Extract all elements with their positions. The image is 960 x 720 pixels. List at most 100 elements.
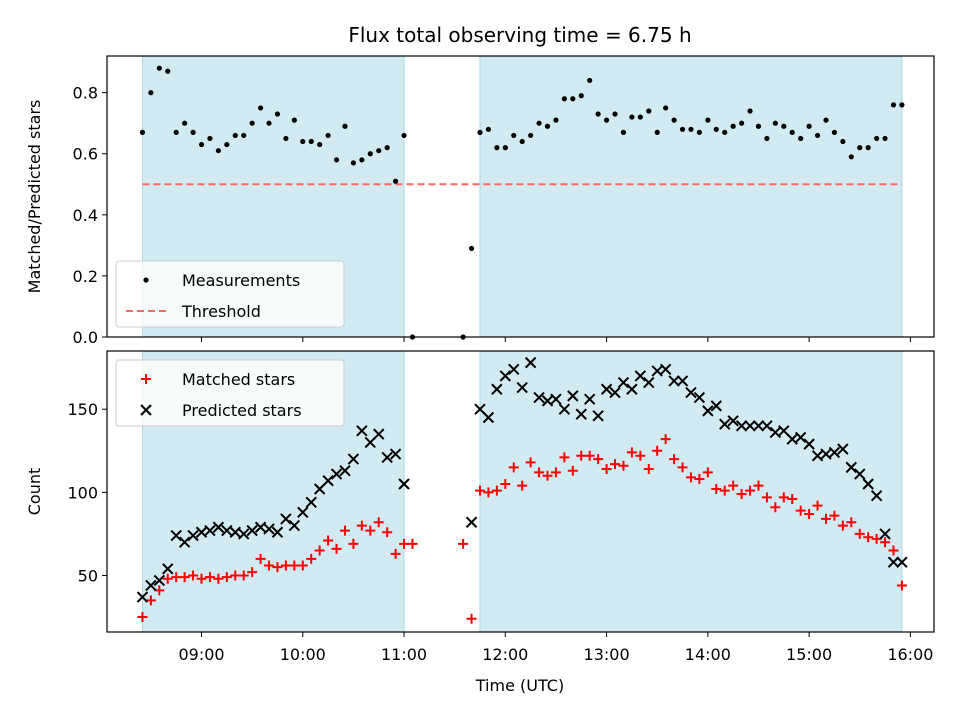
predicted-stars-point-52 [626, 383, 638, 395]
matched-stars-point-34 [458, 538, 469, 549]
x-tick-label-7: 15:00 [786, 645, 832, 664]
matched-stars-point-85 [888, 545, 899, 556]
matched-stars-point-6 [179, 572, 190, 583]
legend-entry-measurements: Measurements [143, 271, 300, 290]
matched-stars-point-72 [778, 492, 789, 503]
predicted-stars-point-37 [499, 370, 512, 382]
bottom-y-tick-label-3: 150 [67, 400, 98, 419]
measurements-point-21 [308, 138, 314, 145]
measurements-point-76 [814, 132, 821, 139]
measurements-point-45 [553, 117, 559, 123]
bottom-legend: Matched stars Predicted stars [115, 359, 345, 427]
top-y-tick-label-2: 0.2 [73, 267, 98, 286]
top-shaded-intervals [141, 56, 903, 337]
predicted-stars-point-20 [297, 506, 309, 518]
predicted-stars-point-27 [356, 425, 368, 437]
measurements-point-16 [266, 120, 272, 126]
legend-dot-marker [143, 277, 149, 283]
matched-stars-point-51 [601, 464, 612, 475]
top-y-axis-label: Matched/Predicted stars [25, 100, 44, 294]
matched-stars-point-53 [618, 460, 629, 471]
predicted-stars-point-25 [339, 465, 351, 477]
measurements-point-22 [317, 141, 323, 148]
top-legend-box [115, 260, 345, 328]
legend-entry-threshold: Threshold [126, 302, 261, 321]
legend-plus-marker [141, 374, 151, 384]
matched-stars-point-73 [787, 493, 798, 504]
predicted-stars-point-31 [389, 448, 402, 460]
matched-stars-point-13 [238, 570, 249, 581]
matched-stars-point-83 [871, 533, 882, 544]
predicted-stars-point-32 [398, 478, 410, 490]
measurements-point-46 [561, 96, 567, 102]
predicted-stars-point-33 [465, 516, 478, 528]
predicted-stars-point-12 [229, 526, 241, 538]
top-y-tick-label-1: 0.0 [73, 328, 98, 347]
predicted-stars-point-22 [313, 483, 326, 495]
measurements-point-80 [848, 154, 854, 160]
matched-stars-point-15 [255, 553, 266, 564]
matched-stars-point-12 [230, 570, 241, 581]
predicted-stars-point-67 [752, 420, 765, 432]
measurements-point-57 [654, 129, 660, 135]
bottom-x-ticks: 09:00 10:00 11:00 12:00 13:00 14:00 15:00 16:00 [178, 632, 933, 664]
matched-stars-point-77 [820, 513, 831, 524]
bottom-panel: 50 100 150 09:00 10:00 11:00 12:00 13:00 14:00 1… [25, 350, 935, 664]
measurements-point-77 [823, 117, 829, 123]
predicted-stars-point-6 [178, 536, 191, 548]
matched-stars-point-27 [356, 520, 367, 531]
matched-stars-point-69 [753, 480, 764, 491]
measurements-point-64 [713, 126, 719, 132]
predicted-stars-point-62 [710, 400, 722, 412]
predicted-stars-point-76 [828, 446, 841, 459]
predicted-stars-point-21 [305, 496, 317, 509]
predicted-stars-point-56 [659, 363, 672, 375]
predicted-stars-point-73 [803, 438, 815, 450]
measurements-point-24 [333, 157, 340, 163]
matched-stars-point-52 [610, 459, 621, 470]
matched-stars-point-20 [297, 560, 308, 571]
matched-stars-point-50 [593, 454, 604, 465]
measurements-point-65 [722, 129, 728, 135]
predicted-stars-point-1 [136, 591, 149, 603]
predicted-stars-point-30 [381, 451, 393, 464]
legend-predicted-stars-symbol [140, 404, 152, 416]
predicted-stars-point-29 [373, 428, 385, 440]
predicted-stars-point-2 [145, 579, 157, 592]
measurements-point-13 [241, 132, 247, 139]
matched-stars-point-26 [348, 538, 359, 549]
measurements-point-28 [367, 151, 373, 157]
matched-stars-point-62 [694, 474, 705, 485]
matched-stars-point-31 [390, 548, 401, 559]
predicted-stars-point-9 [204, 524, 216, 537]
matched-stars-point-64 [711, 484, 722, 495]
chart-title: Flux total observing time = 6.75 h [348, 23, 691, 47]
matched-stars-point-42 [525, 457, 536, 468]
predicted-stars-point-28 [364, 436, 376, 449]
measurements-point-25 [342, 123, 348, 129]
matched-stars-point-75 [804, 508, 815, 519]
measurements-point-52 [612, 111, 618, 117]
matched-stars-point-49 [584, 450, 595, 461]
predicted-stars-point-15 [254, 521, 267, 533]
predicted-stars-point-36 [491, 383, 503, 395]
matched-stars-point-7 [188, 570, 199, 581]
measurements-point-70 [764, 135, 770, 142]
measurements-point-49 [587, 77, 593, 84]
x-tick-label-8: 16:00 [887, 645, 933, 664]
predicted-stars-point-10 [212, 521, 225, 533]
measurements-point-35 [468, 245, 475, 252]
matched-stars-point-1 [137, 612, 148, 623]
predicted-stars-point-44 [558, 403, 571, 415]
predicted-stars-point-57 [668, 375, 680, 387]
predicted-stars-point-47 [583, 393, 596, 405]
top-x-ticks [201, 337, 911, 342]
matched-stars-point-78 [829, 510, 840, 521]
matched-stars-point-81 [854, 528, 865, 539]
matched-stars-point-23 [323, 535, 334, 546]
matched-stars-point-14 [247, 567, 258, 578]
measurements-point-66 [730, 123, 736, 129]
measurements-point-5 [173, 129, 179, 135]
matched-stars-point-74 [795, 505, 806, 516]
